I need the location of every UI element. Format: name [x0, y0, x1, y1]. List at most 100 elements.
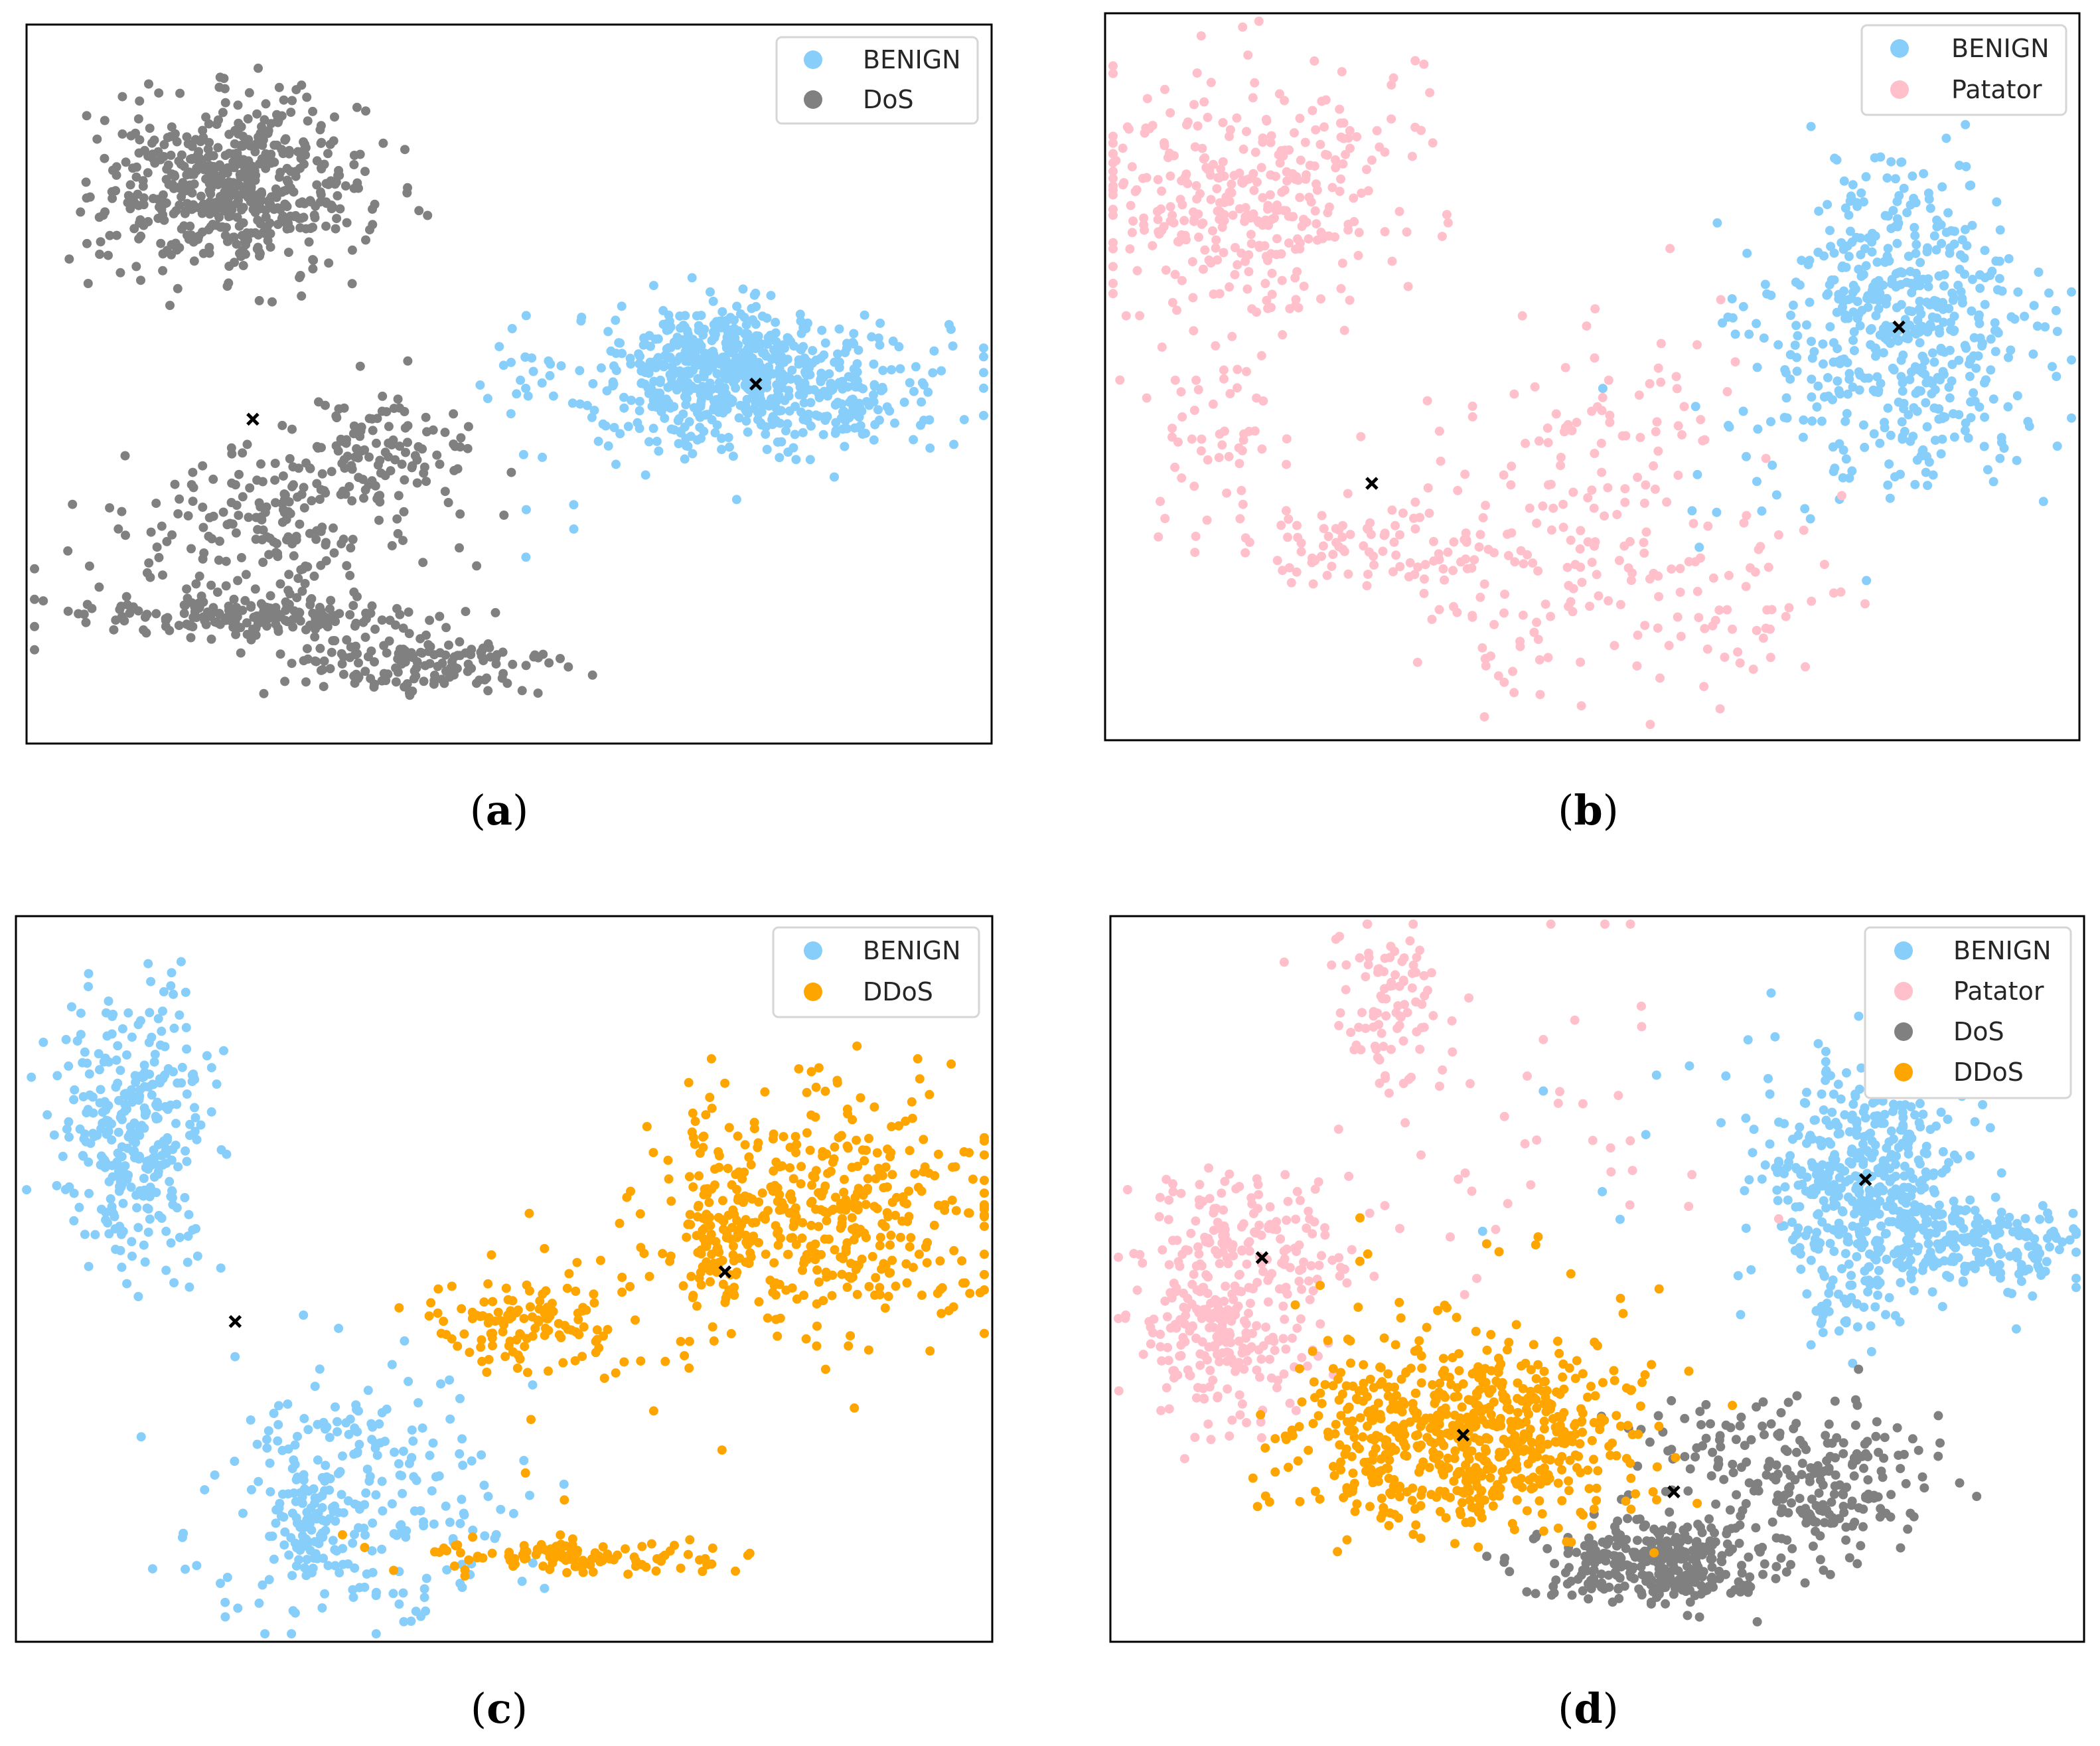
point-benign — [1900, 1171, 1910, 1181]
point-benign — [816, 376, 826, 386]
point-patator — [1673, 612, 1683, 622]
point-dos — [38, 596, 48, 606]
point-patator — [1260, 279, 1270, 288]
point-patator — [1310, 206, 1320, 216]
point-dos — [391, 677, 401, 687]
point-patator — [1282, 459, 1292, 469]
point-patator — [1322, 570, 1332, 580]
point-ddos — [760, 1087, 770, 1097]
point-benign — [411, 1607, 421, 1617]
point-benign — [1971, 363, 1981, 373]
point-benign — [94, 1049, 104, 1059]
point-ddos — [822, 1216, 832, 1226]
point-dos — [183, 198, 192, 208]
point-ddos — [792, 1294, 802, 1304]
point-dos — [533, 688, 543, 698]
point-benign — [1923, 481, 1933, 491]
point-benign — [1814, 206, 1824, 216]
point-ddos — [447, 1281, 457, 1291]
point-dos — [406, 648, 416, 658]
point-patator — [1604, 596, 1613, 605]
point-patator — [1354, 228, 1364, 238]
point-dos — [282, 163, 292, 173]
point-dos — [187, 544, 196, 554]
point-patator — [1807, 596, 1817, 606]
point-dos — [455, 442, 465, 452]
point-dos — [232, 239, 242, 249]
point-dos — [334, 165, 344, 175]
point-dos — [187, 480, 196, 490]
point-ddos — [558, 1358, 568, 1368]
point-benign — [387, 1360, 397, 1370]
point-patator — [1261, 252, 1271, 262]
point-dos — [167, 530, 177, 540]
point-benign — [627, 396, 637, 405]
point-benign — [457, 1434, 467, 1444]
point-ddos — [688, 1291, 698, 1301]
point-ddos — [740, 1140, 750, 1150]
point-ddos — [693, 1247, 703, 1257]
point-patator — [1614, 556, 1624, 566]
point-benign — [147, 1090, 157, 1100]
point-ddos — [595, 1255, 605, 1265]
point-benign — [1934, 1200, 1944, 1210]
point-benign — [854, 345, 863, 355]
point-benign — [818, 430, 828, 439]
point-benign — [556, 361, 566, 371]
point-dos — [400, 145, 410, 155]
point-benign — [1723, 312, 1733, 322]
point-patator — [1132, 266, 1142, 276]
point-ddos — [848, 1199, 858, 1209]
point-dos — [563, 662, 573, 672]
point-dos — [221, 222, 231, 232]
point-benign — [1947, 376, 1957, 386]
point-benign — [733, 371, 743, 381]
point-patator — [1111, 155, 1121, 165]
point-benign — [1918, 274, 1928, 284]
point-benign — [1825, 322, 1835, 332]
point-patator — [1194, 232, 1203, 242]
point-dos — [30, 564, 39, 574]
point-benign — [1913, 315, 1923, 325]
point-benign — [139, 1240, 149, 1250]
point-dos — [382, 648, 392, 658]
point-ddos — [666, 1251, 676, 1261]
point-ddos — [812, 1265, 822, 1275]
point-ddos — [468, 1532, 478, 1542]
point-patator — [1597, 406, 1607, 416]
point-benign — [302, 1515, 312, 1525]
point-dos — [30, 621, 39, 631]
point-ddos — [773, 1331, 783, 1341]
point-benign — [521, 505, 531, 515]
point-ddos — [902, 1278, 912, 1288]
point-benign — [1930, 436, 1940, 445]
point-patator — [1256, 163, 1266, 173]
point-dos — [389, 404, 399, 414]
point-patator — [1440, 575, 1450, 585]
point-benign — [457, 1583, 467, 1593]
point-patator — [1217, 440, 1227, 450]
point-ddos — [785, 1163, 795, 1173]
point-benign — [652, 355, 662, 365]
point-benign — [1882, 1255, 1892, 1264]
point-dos — [281, 597, 291, 607]
point-dos — [177, 224, 187, 234]
point-dos — [271, 498, 280, 508]
point-benign — [1860, 1113, 1870, 1123]
point-ddos — [646, 1539, 656, 1549]
point-dos — [262, 502, 271, 512]
point-patator — [1605, 410, 1615, 420]
point-benign — [1727, 294, 1737, 304]
point-patator — [1293, 532, 1303, 542]
point-patator — [1188, 293, 1198, 303]
point-ddos — [810, 1112, 820, 1122]
point-dos — [367, 476, 377, 486]
point-benign — [303, 1425, 313, 1435]
point-ddos — [577, 1352, 587, 1362]
point-benign — [702, 349, 712, 359]
point-patator — [1290, 128, 1299, 138]
point-benign — [1947, 360, 1957, 369]
point-patator — [1594, 591, 1604, 601]
point-benign — [1975, 283, 1985, 293]
point-benign — [169, 1278, 179, 1288]
